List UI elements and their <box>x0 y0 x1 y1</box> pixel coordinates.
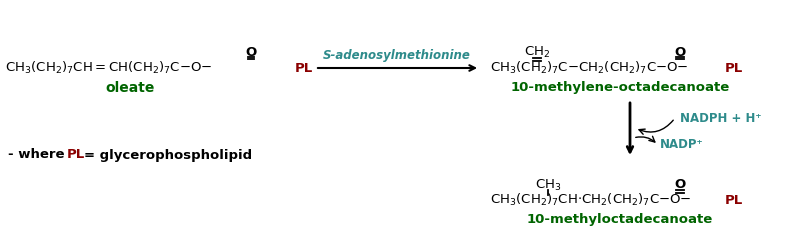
Text: $\mathsf{CH_2}$: $\mathsf{CH_2}$ <box>524 45 550 60</box>
Text: $\mathsf{CH_3(CH_2)_7CH{\cdot}CH_2(CH_2)_7C{-}O{-}}$: $\mathsf{CH_3(CH_2)_7CH{\cdot}CH_2(CH_2)… <box>490 192 692 208</box>
Text: O: O <box>245 45 256 59</box>
Text: PL: PL <box>725 61 744 74</box>
Text: PL: PL <box>67 149 85 162</box>
Text: = glycerophospholipid: = glycerophospholipid <box>84 149 252 162</box>
Text: NADPH + H⁺: NADPH + H⁺ <box>680 111 762 124</box>
Text: oleate: oleate <box>105 81 155 95</box>
Text: O: O <box>674 45 685 59</box>
Text: $\mathsf{CH_3}$: $\mathsf{CH_3}$ <box>534 178 561 193</box>
Text: - where: - where <box>8 149 69 162</box>
Text: 10-methylene-octadecanoate: 10-methylene-octadecanoate <box>510 81 729 94</box>
Text: S-adenosylmethionine: S-adenosylmethionine <box>323 50 471 63</box>
Text: $\mathsf{CH_3(CH_2)_7C{-}CH_2(CH_2)_7C{-}O{-}}$: $\mathsf{CH_3(CH_2)_7C{-}CH_2(CH_2)_7C{-… <box>490 60 689 76</box>
Text: O: O <box>674 178 685 192</box>
Text: $\mathsf{CH_3(CH_2)_7CH{=}CH(CH_2)_7C{-}O{-}}$: $\mathsf{CH_3(CH_2)_7CH{=}CH(CH_2)_7C{-}… <box>5 60 212 76</box>
Text: 10-methyloctadecanoate: 10-methyloctadecanoate <box>527 213 713 227</box>
Text: PL: PL <box>725 193 744 207</box>
Text: PL: PL <box>295 61 314 74</box>
Text: NADP⁺: NADP⁺ <box>660 139 703 152</box>
